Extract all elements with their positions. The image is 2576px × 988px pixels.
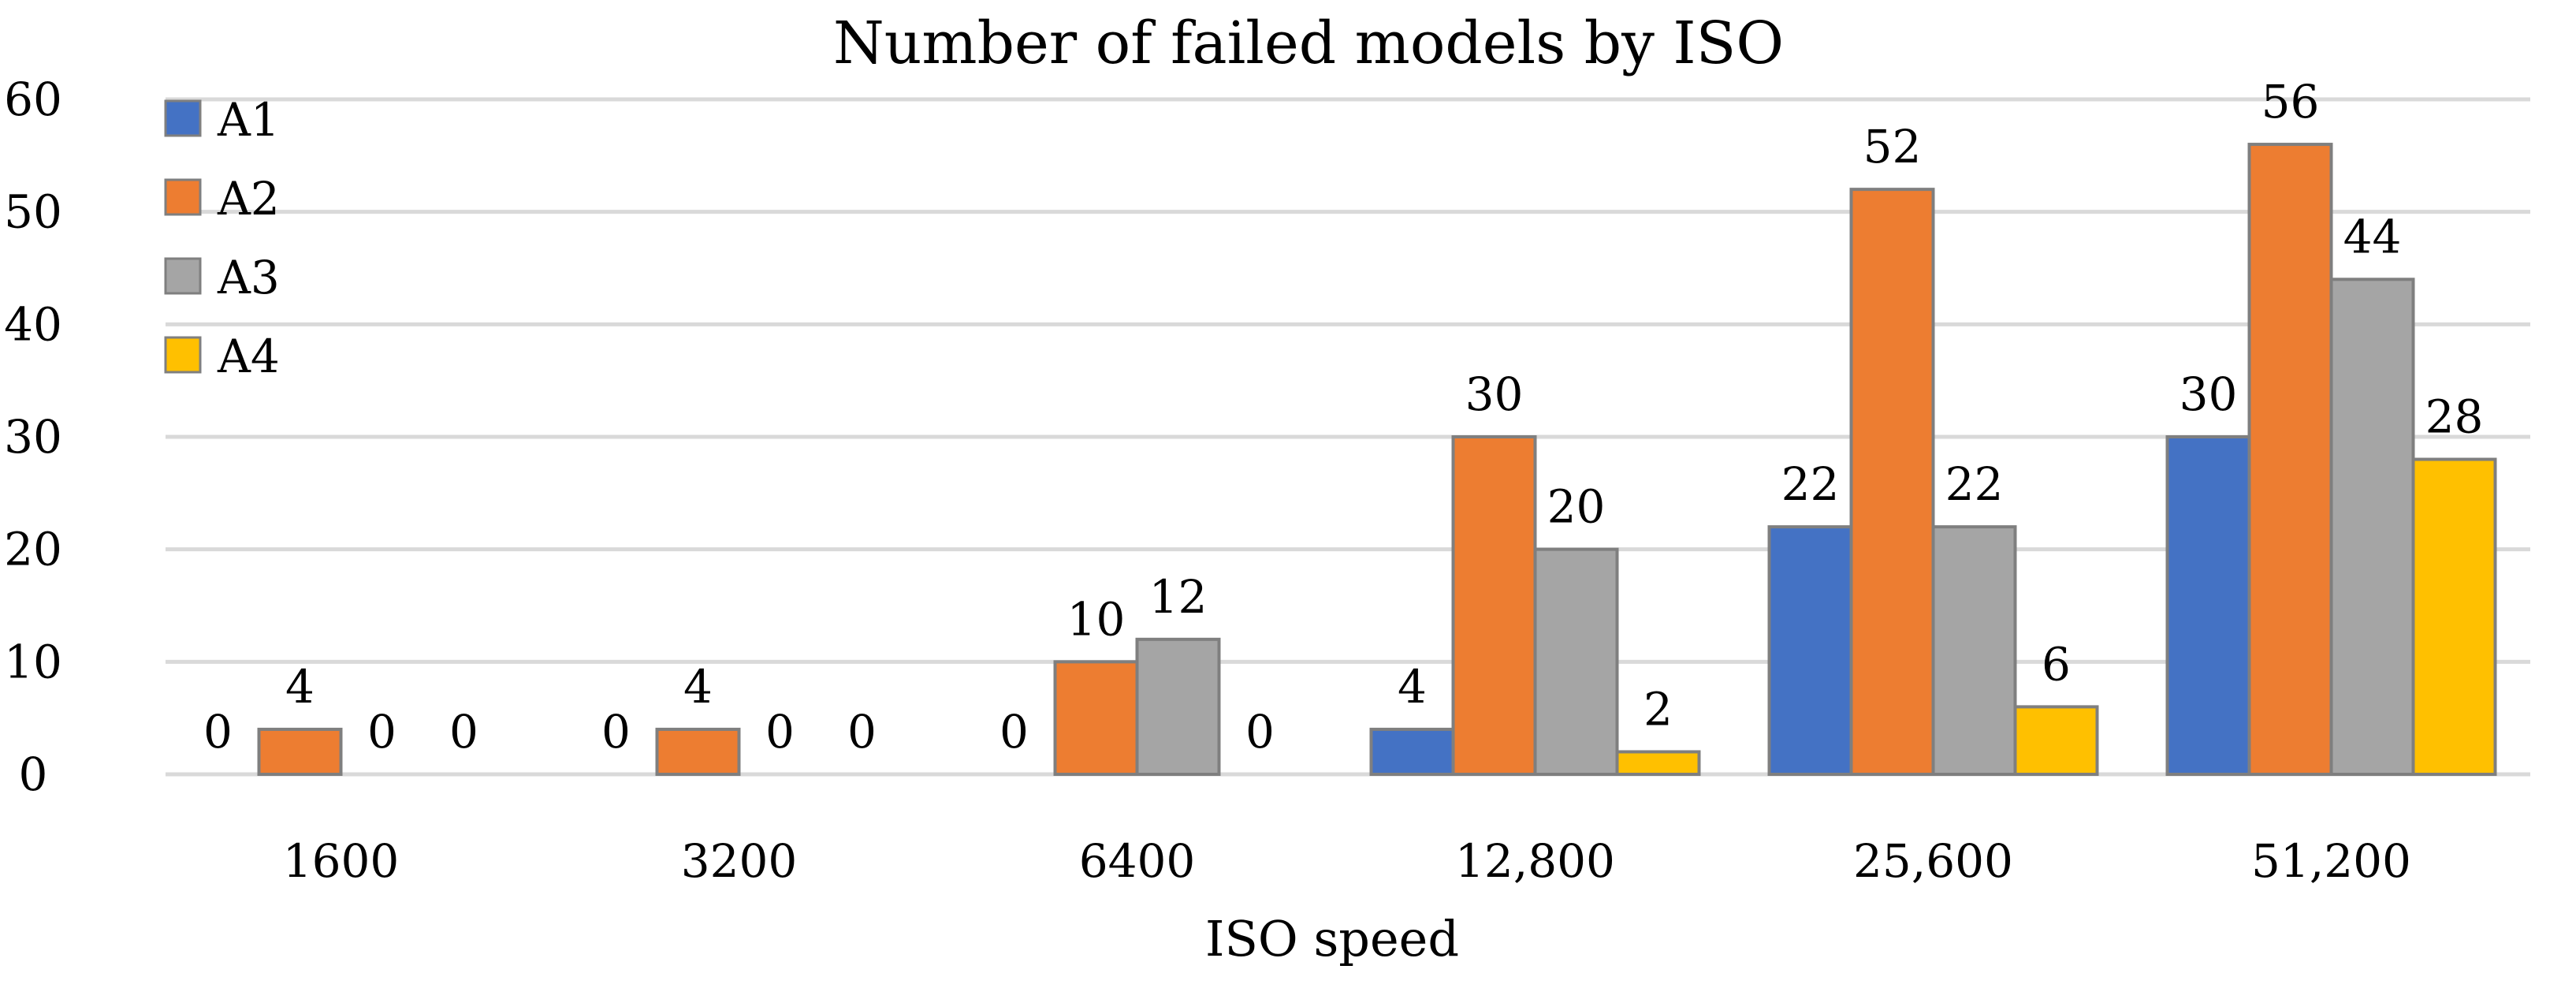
data-label-a4-6400: 0 [1245, 705, 1275, 759]
data-label-a1-6400: 0 [1000, 705, 1029, 759]
bar-a4-51200[interactable] [2411, 457, 2497, 776]
y-axis-ticks: 0 10 20 30 40 50 60 [4, 73, 62, 801]
y-tick-label: 50 [4, 185, 62, 239]
legend-label: A4 [217, 330, 280, 383]
x-tick-label: 25,600 [1853, 834, 2013, 888]
data-label-a2-3200: 4 [683, 660, 713, 714]
data-label-a3-51200: 44 [2343, 210, 2402, 263]
data-label-a2-51200: 56 [2261, 75, 2320, 129]
y-tick-label: 10 [4, 635, 62, 688]
legend-item-a4[interactable]: A4 [164, 330, 280, 383]
data-label-a3-25600: 22 [1945, 457, 2004, 511]
data-label-a3-12800: 20 [1547, 480, 1606, 534]
x-tick-label: 12,800 [1455, 834, 1615, 888]
legend-label: A1 [217, 93, 280, 147]
legend[interactable]: A1 A2 A3 A4 [164, 93, 280, 383]
data-label-a2-25600: 52 [1863, 120, 1922, 173]
data-label-a1-12800: 4 [1398, 660, 1427, 714]
x-tick-label: 51,200 [2251, 834, 2411, 888]
x-tick-label: 3200 [681, 834, 798, 888]
bar-a3-12800[interactable] [1533, 547, 1619, 777]
bar-a1-25600[interactable] [1767, 525, 1853, 777]
chart-title: Number of failed models by ISO [833, 9, 1784, 77]
bar-a2-3200[interactable] [655, 727, 741, 777]
data-label-a1-51200: 30 [2180, 367, 2238, 421]
gridlines [166, 97, 2530, 777]
legend-label: A2 [217, 172, 280, 226]
x-tick-label: 6400 [1079, 834, 1196, 888]
y-tick-label: 40 [4, 297, 62, 351]
legend-label: A3 [217, 251, 280, 304]
legend-swatch [164, 336, 202, 374]
data-label-a1-25600: 22 [1781, 457, 1840, 511]
data-label-a3-6400: 12 [1149, 570, 1208, 624]
legend-item-a3[interactable]: A3 [164, 251, 280, 304]
x-tick-label: 1600 [283, 834, 400, 888]
bar-a2-25600[interactable] [1849, 188, 1935, 776]
y-tick-label: 20 [4, 523, 62, 576]
x-axis-ticks: 1600 3200 6400 12,800 25,600 51,200 [283, 834, 2411, 888]
y-tick-label: 0 [19, 748, 48, 801]
y-tick-label: 60 [4, 73, 62, 126]
data-label-a1-1600: 0 [203, 705, 233, 759]
bar-a2-6400[interactable] [1053, 660, 1139, 776]
bar-a1-51200[interactable] [2165, 435, 2251, 776]
bar-a3-6400[interactable] [1135, 637, 1221, 776]
x-axis-title: ISO speed [1205, 910, 1459, 967]
bar-a3-51200[interactable] [2329, 278, 2415, 776]
data-label-a3-3200: 0 [765, 705, 795, 759]
bar-a1-12800[interactable] [1369, 727, 1455, 777]
data-label-a4-1600: 0 [449, 705, 478, 759]
data-label-a2-12800: 30 [1465, 367, 1524, 421]
bar-a2-12800[interactable] [1451, 435, 1537, 776]
data-label-a4-3200: 0 [847, 705, 877, 759]
legend-item-a1[interactable]: A1 [164, 93, 280, 147]
data-label-a3-1600: 0 [367, 705, 396, 759]
y-tick-label: 30 [4, 410, 62, 464]
data-label-a2-1600: 4 [285, 660, 315, 714]
legend-swatch [164, 257, 202, 295]
data-label-a2-6400: 10 [1067, 592, 1126, 646]
bar-a2-51200[interactable] [2247, 143, 2333, 777]
data-label-a4-12800: 2 [1644, 682, 1673, 736]
legend-swatch [164, 99, 202, 137]
data-label-a1-3200: 0 [601, 705, 631, 759]
bar-a4-25600[interactable] [2013, 705, 2099, 777]
bar-a2-1600[interactable] [257, 727, 343, 777]
bars [257, 143, 2497, 777]
legend-swatch [164, 178, 202, 216]
bar-a3-25600[interactable] [1931, 525, 2017, 777]
data-label-a4-25600: 6 [2042, 637, 2071, 691]
bar-a4-12800[interactable] [1615, 750, 1701, 777]
data-label-a4-51200: 28 [2425, 390, 2484, 444]
legend-item-a2[interactable]: A2 [164, 172, 280, 226]
